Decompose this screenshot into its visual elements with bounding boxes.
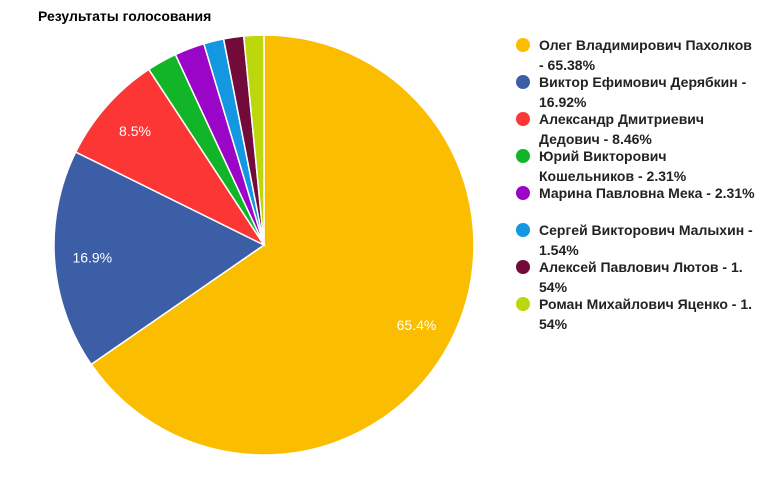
legend-label: Сергей Викторович Малыхин - — [539, 222, 753, 238]
slice-label-2: 16.9% — [72, 250, 112, 266]
legend-marker — [516, 112, 530, 126]
legend-entry-3[interactable]: Александр Дмитриевич Дедович - 8.46% — [516, 111, 704, 147]
legend-label: Алексей Павлович Лютов - 1. — [539, 259, 743, 275]
legend-entry-6[interactable]: Сергей Викторович Малыхин - 1.54% — [516, 222, 753, 258]
legend-marker — [516, 297, 530, 311]
slice-label-3: 8.5% — [119, 123, 151, 139]
legend: Олег Владимирович Пахолков - 65.38%Виктор… — [516, 37, 755, 332]
legend-marker — [516, 149, 530, 163]
slice-8[interactable] — [242, 34, 265, 246]
legend-label: Олег Владимирович Пахолков — [539, 37, 752, 53]
legend-entry-5[interactable]: Марина Павловна Мека - 2.31% — [516, 185, 755, 201]
legend-label: Юрий Викторович — [539, 148, 666, 164]
pie-slices — [53, 34, 475, 456]
legend-label: 1.54% — [539, 242, 579, 258]
legend-label: Марина Павловна Мека - 2.31% — [539, 185, 755, 201]
pie-slice-labels: 65.4% 16.9% 8.5% — [72, 123, 436, 333]
legend-label: 54% — [539, 316, 568, 332]
slice-1[interactable] — [90, 34, 475, 456]
slice-2[interactable] — [53, 151, 266, 366]
chart-title: Результаты голосования — [38, 8, 211, 24]
slice-label-1: 65.4% — [397, 317, 437, 333]
legend-entry-7[interactable]: Алексей Павлович Лютов - 1. 54% — [516, 259, 743, 295]
slice-3[interactable] — [74, 68, 267, 247]
legend-entry-1[interactable]: Олег Владимирович Пахолков - 65.38% — [516, 37, 752, 73]
legend-entry-8[interactable]: Роман Михайлович Яценко - 1. 54% — [516, 296, 752, 332]
legend-entry-2[interactable]: Виктор Ефимович Дерябкин - 16.92% — [516, 74, 747, 110]
legend-label: Виктор Ефимович Дерябкин - — [539, 74, 747, 90]
legend-entry-4[interactable]: Юрий Викторович Кошельников - 2.31% — [516, 148, 687, 184]
legend-label: Роман Михайлович Яценко - 1. — [539, 296, 752, 312]
legend-label: Дедович - 8.46% — [539, 131, 652, 147]
legend-marker — [516, 38, 530, 52]
legend-marker — [516, 186, 530, 200]
legend-label: 54% — [539, 279, 568, 295]
legend-marker — [516, 223, 530, 237]
legend-label: - 65.38% — [539, 57, 596, 73]
legend-label: Кошельников - 2.31% — [539, 168, 687, 184]
legend-marker — [516, 260, 530, 274]
legend-label: 16.92% — [539, 94, 587, 110]
legend-label: Александр Дмитриевич — [539, 111, 704, 127]
legend-marker — [516, 75, 530, 89]
